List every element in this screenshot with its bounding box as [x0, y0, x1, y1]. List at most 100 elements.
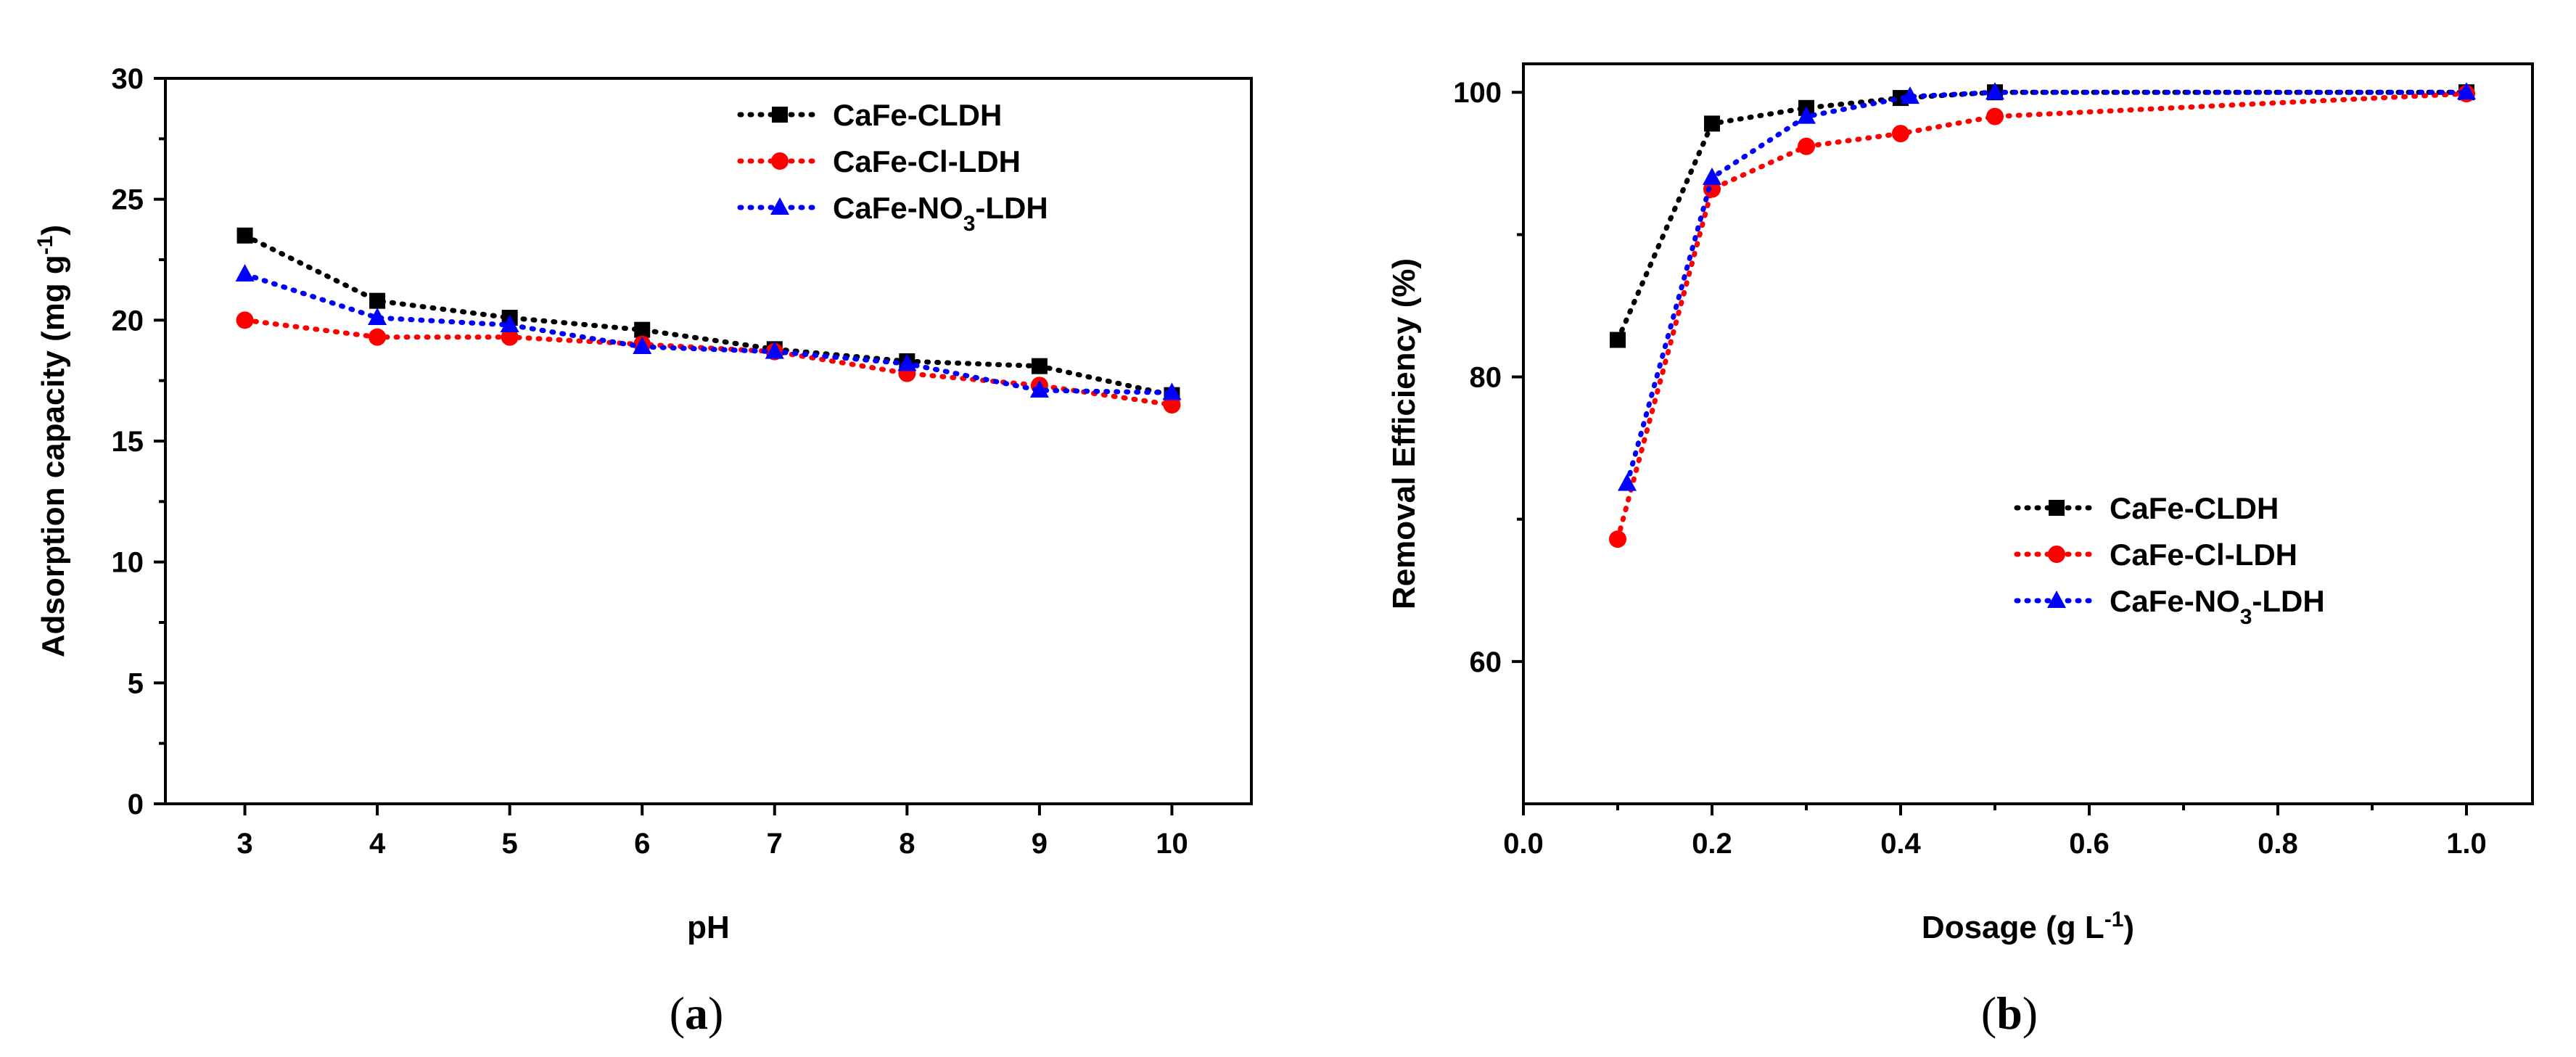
panel-b-x-axis-title-close: )	[2123, 910, 2134, 945]
panel-a-x-tick-label: 9	[1032, 828, 1048, 860]
panel-a-panel-label-open: (	[670, 987, 685, 1039]
panel-a-y-tick-label: 25	[112, 184, 144, 216]
panel-b-y-tick-label: 80	[1470, 362, 1502, 394]
panel-a-data-point-cafe-cldh	[634, 321, 651, 338]
panel-a-data-point-cafe-no3-ldh	[1162, 382, 1182, 400]
panel-a-legend-item-cafe-no3-ldh: CaFe-NO3-LDH	[737, 191, 1048, 236]
panel-b-data-point-cafe-no3-ldh	[1986, 82, 2004, 100]
panel-b-x-tick-label: 0.0	[1503, 828, 1544, 860]
panel-b-data-point-cafe-no3-ldh	[1797, 106, 1816, 124]
panel-b-legend-item-cafe-cl-ldh: CaFe-Cl-LDH	[2014, 538, 2297, 572]
panel-b-series-line-cafe-no3-ldh	[1624, 89, 2469, 487]
panel-a-x-axis-title: pH	[687, 910, 730, 945]
panel-a-y-axis-title-sup: -1	[33, 236, 57, 255]
panel-b-series-line-cafe-cldh	[1615, 89, 2469, 343]
panel-a-plot-frame	[164, 77, 1253, 805]
panel-a-legend-item-cafe-cl-ldh: CaFe-Cl-LDH	[737, 144, 1021, 178]
panel-a-data-point-cafe-no3-ldh	[500, 315, 519, 332]
panel-b-y-axis-title: Removal Efficiency (%)	[1386, 258, 1422, 609]
panel-b-x-ticks: 0.0 0.2 0.4 0.6 0.8 1.0	[1503, 804, 2487, 860]
panel-a: 3 4 5 6 7 8 9 10 0 5 10 15 20 25 30 pH Adsorption capaci…	[33, 63, 1253, 1039]
panel-a-x-tick-label: 8	[899, 828, 915, 860]
panel-b-x-tick-label: 0.4	[1880, 828, 1921, 860]
panel-a-data-point-cafe-cldh	[236, 227, 253, 244]
panel-a-series-line-cafe-no3-ldh	[242, 271, 1174, 395]
panel-a-x-ticks: 3 4 5 6 7 8 9 10	[236, 804, 1188, 860]
panel-a-y-tick-label: 30	[112, 63, 144, 95]
panel-b-legend-label-cafe-cl-ldh-main: CaFe-Cl-LDH	[2110, 538, 2297, 572]
panel-b-data-point-cafe-no3-ldh	[2457, 82, 2476, 100]
panel-b-x-axis-title-main: Dosage (g L	[1922, 910, 2104, 945]
panel-b-data-point-cafe-cl-ldh	[1892, 125, 1909, 143]
panel-b-x-tick-label: 0.8	[2258, 828, 2298, 860]
panel-a-y-axis-title-close: )	[36, 225, 71, 236]
panel-b-legend-marker-cafe-cl-ldh	[2048, 546, 2065, 563]
panel-b-data-point-cafe-no3-ldh	[1618, 473, 1637, 491]
panel-b-legend-label-cafe-no3-ldh-sub: 3	[2240, 605, 2252, 629]
panel-a-data-point-cafe-cl-ldh	[369, 328, 387, 346]
panel-b-x-axis-title-sup: -1	[2104, 908, 2124, 931]
panel-b-legend-label-cafe-cldh-main: CaFe-CLDH	[2110, 491, 2279, 525]
panel-a-panel-label: (a)	[670, 987, 724, 1039]
panel-b-series-cafe-cl-ldh	[1609, 85, 2475, 548]
panel-a-x-tick-label: 6	[634, 828, 650, 860]
panel-a-legend-marker-cafe-cldh	[772, 107, 788, 123]
panel-b-panel-label-letter: b	[1996, 987, 2022, 1039]
panel-a-data-point-cafe-no3-ldh	[368, 308, 387, 325]
panel-a-series-cafe-no3-ldh	[235, 264, 1182, 400]
panel-b-panel-label-close: )	[2022, 987, 2038, 1039]
panel-a-x-tick-label: 7	[767, 828, 783, 860]
panel-a-y-ticks: 0 5 10 15 20 25 30	[112, 63, 165, 820]
panel-b-x-tick-label: 0.6	[2069, 828, 2110, 860]
panel-a-legend-label-cafe-no3-ldh-sub: 3	[963, 212, 976, 236]
panel-a-data-point-cafe-cldh	[1031, 358, 1048, 374]
panel-b-series-line-cafe-cl-ldh	[1615, 91, 2469, 542]
panel-a-legend-label-cafe-cl-ldh: CaFe-Cl-LDH	[833, 144, 1021, 178]
panel-a-data-point-cafe-cldh	[369, 292, 386, 309]
panel-b-data-point-cafe-cldh	[1610, 332, 1626, 348]
panel-a-y-tick-label: 15	[112, 426, 144, 458]
panel-b-legend-marker-cafe-cldh	[2049, 500, 2065, 516]
panel-a-series-line-cafe-cldh	[242, 233, 1174, 398]
panel-a-y-axis-title-main: Adsorption capacity (mg g	[36, 255, 71, 657]
panel-b-x-tick-label: 0.2	[1692, 828, 1732, 860]
panel-b-data-point-cafe-cl-ldh	[1798, 137, 1815, 155]
panel-a-y-tick-label: 10	[112, 547, 144, 579]
panel-b-x-axis-title: Dosage (g L-1)	[1922, 908, 2134, 946]
panel-a-y-tick-label: 0	[128, 789, 144, 820]
panel-a-legend-label-cafe-no3-ldh: CaFe-NO3-LDH	[833, 191, 1048, 236]
panel-b-panel-label: (b)	[1981, 987, 2038, 1039]
panel-b-data-point-cafe-cl-ldh	[1986, 107, 2004, 126]
panel-b-panel-label-open: (	[1981, 987, 1996, 1039]
panel-a-data-point-cafe-no3-ldh	[633, 337, 652, 354]
panel-a-data-point-cafe-cl-ldh	[236, 311, 254, 329]
panel-a-legend: CaFe-CLDH CaFe-Cl-LDH CaFe-NO3-LDH	[737, 98, 1048, 236]
panel-b-legend-label-cafe-cl-ldh: CaFe-Cl-LDH	[2110, 538, 2297, 572]
panel-a-data-point-cafe-cl-ldh	[1163, 396, 1181, 414]
panel-b-legend-marker-cafe-no3-ldh	[2047, 591, 2066, 608]
panel-b: 0.0 0.2 0.4 0.6 0.8 1.0 60 80 100 Dosage (g L-1) R…	[1386, 62, 2534, 1039]
panel-a-data-point-cafe-no3-ldh	[897, 353, 917, 371]
panel-a-x-tick-label: 5	[502, 828, 518, 860]
panel-a-x-tick-label: 10	[1156, 828, 1188, 860]
panel-b-data-point-cafe-no3-ldh	[1901, 86, 1919, 104]
panel-b-legend: CaFe-CLDH CaFe-Cl-LDH CaFe-NO3-LDH	[2014, 491, 2325, 629]
panel-b-legend-label-cafe-cldh: CaFe-CLDH	[2110, 491, 2279, 525]
panel-a-y-axis-title: Adsorption capacity (mg g-1)	[33, 225, 72, 657]
panel-b-legend-item-cafe-no3-ldh: CaFe-NO3-LDH	[2014, 584, 2325, 629]
panel-a-panel-label-close: )	[708, 987, 723, 1039]
panel-b-y-ticks: 60 80 100	[1453, 77, 1523, 678]
panel-a-panel-label-letter: a	[685, 987, 708, 1039]
panel-b-plot-frame	[1522, 62, 2534, 805]
panel-b-x-tick-label: 1.0	[2446, 828, 2487, 860]
panel-a-y-tick-label: 20	[112, 305, 144, 337]
panel-b-legend-item-cafe-cldh: CaFe-CLDH	[2014, 491, 2279, 525]
panel-b-y-tick-label: 60	[1470, 646, 1502, 678]
panel-a-legend-label-cafe-cl-ldh-main: CaFe-Cl-LDH	[833, 144, 1021, 178]
panel-b-y-tick-label: 100	[1453, 77, 1502, 109]
panel-a-legend-label-cafe-cldh-main: CaFe-CLDH	[833, 98, 1002, 132]
panel-a-legend-label-cafe-cldh: CaFe-CLDH	[833, 98, 1002, 132]
panel-a-data-point-cafe-no3-ldh	[235, 264, 255, 281]
panel-a-data-point-cafe-no3-ldh	[1029, 380, 1049, 398]
